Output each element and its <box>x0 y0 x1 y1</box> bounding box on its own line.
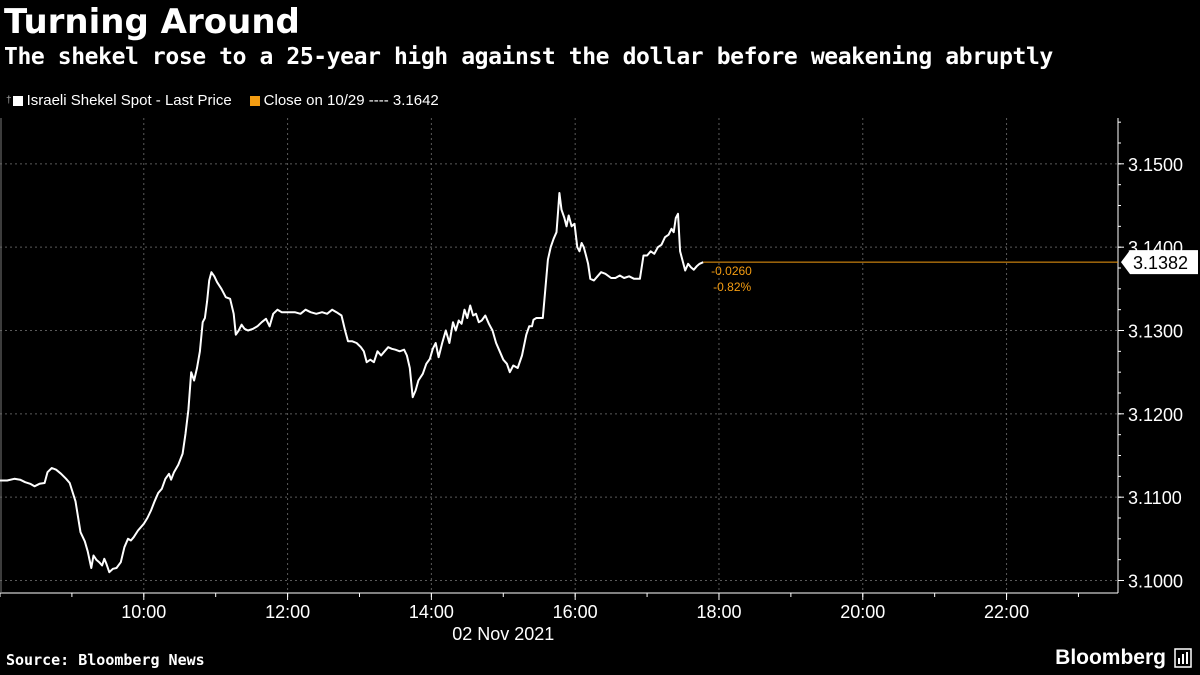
chart-axes <box>0 118 1124 600</box>
legend-swatch-reference <box>249 95 260 106</box>
y-tick-label: 3.1200 <box>1128 405 1183 425</box>
y-tick-label: 3.1100 <box>1128 488 1182 508</box>
chart-title: Turning Around <box>4 2 300 42</box>
pin-icon: † <box>6 95 12 106</box>
x-tick-label: 22:00 <box>984 602 1029 622</box>
legend-reference-label: Close on 10/29 ---- 3.1642 <box>263 92 439 109</box>
change-abs-label: -0.0260 <box>711 264 752 278</box>
source-note: Source: Bloomberg News <box>6 651 205 669</box>
chart-subtitle: The shekel rose to a 25-year high agains… <box>4 44 1053 70</box>
x-tick-label: 20:00 <box>840 602 885 622</box>
chart-labels: 3.10003.11003.12003.13003.14003.150010:0… <box>121 155 1198 644</box>
bloomberg-terminal-icon <box>1174 648 1192 668</box>
x-axis-date-label: 02 Nov 2021 <box>452 624 554 644</box>
x-tick-label: 10:00 <box>121 602 166 622</box>
legend-item-series: † Israeli Shekel Spot - Last Price <box>6 92 232 109</box>
y-tick-label: 3.1000 <box>1128 572 1183 592</box>
legend-series-label: Israeli Shekel Spot - Last Price <box>26 92 232 109</box>
chart-grid <box>0 118 1118 593</box>
x-tick-label: 12:00 <box>265 602 310 622</box>
series-line <box>0 192 704 574</box>
change-pct-label: -0.82% <box>713 280 751 294</box>
brand-logo: Bloomberg <box>1055 646 1166 669</box>
chart-series <box>0 192 1118 574</box>
y-tick-label: 3.1500 <box>1128 155 1183 175</box>
last-value-label: 3.1382 <box>1133 253 1188 273</box>
x-tick-label: 16:00 <box>553 602 598 622</box>
chart-legend: † Israeli Shekel Spot - Last Price Close… <box>6 92 457 109</box>
x-tick-label: 18:00 <box>696 602 741 622</box>
legend-item-reference: Close on 10/29 ---- 3.1642 <box>249 92 439 109</box>
y-tick-label: 3.1300 <box>1128 322 1183 342</box>
last-value-badge: 3.1382 <box>1121 250 1198 275</box>
legend-swatch-series <box>12 95 23 106</box>
last-value-badge-bg <box>1121 250 1198 275</box>
x-tick-label: 14:00 <box>409 602 454 622</box>
